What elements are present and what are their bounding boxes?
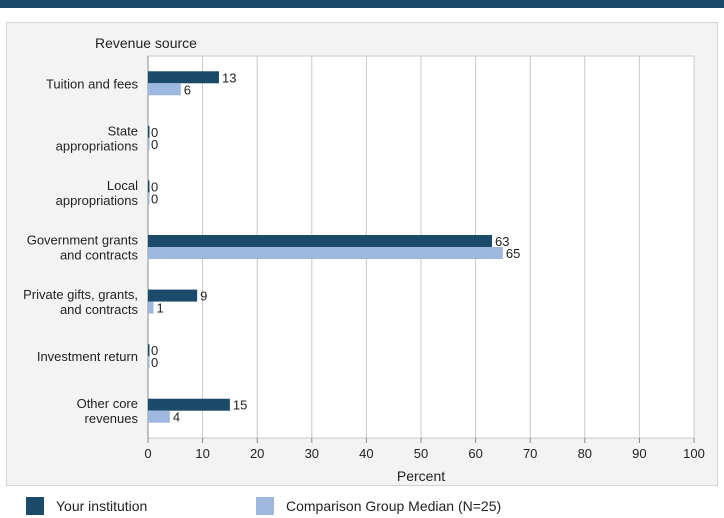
data-label: 63 <box>495 234 509 249</box>
category-label: Other core <box>77 396 138 411</box>
bar <box>148 398 230 411</box>
bar <box>148 356 150 369</box>
data-label: 0 <box>151 191 158 206</box>
data-label: 0 <box>151 125 158 140</box>
data-label: 0 <box>151 343 158 358</box>
category-label: revenues <box>85 411 139 426</box>
chart-panel: 13 6 0 0 0 0 63 65 9 1 0 0 15 4 Tuition and fees State… <box>6 22 718 486</box>
data-label: 0 <box>151 179 158 194</box>
category-labels: Tuition and feesStateappropriationsLocal… <box>23 76 138 426</box>
category-label: Private gifts, grants, <box>23 287 138 302</box>
x-tick-label: 80 <box>578 446 592 461</box>
category-label: Local <box>107 178 138 193</box>
category-label: and contracts <box>60 248 139 263</box>
x-tick-label: 40 <box>359 446 373 461</box>
data-label: 15 <box>233 398 247 413</box>
x-tick-label: 10 <box>195 446 209 461</box>
bar <box>148 247 503 259</box>
bar <box>148 137 150 150</box>
x-tick-label: 90 <box>632 446 646 461</box>
legend-swatch <box>26 497 44 515</box>
data-label: 1 <box>156 301 163 316</box>
data-label: 13 <box>222 70 236 85</box>
x-tick-label: 20 <box>250 446 264 461</box>
data-label: 9 <box>200 289 207 304</box>
category-label: appropriations <box>56 193 139 208</box>
data-label: 0 <box>151 137 158 152</box>
category-label: Government grants <box>27 233 139 248</box>
category-label: appropriations <box>56 138 139 153</box>
bars <box>148 71 503 423</box>
x-tick-label: 50 <box>414 446 428 461</box>
bar <box>148 344 150 357</box>
x-tick-labels: 0 10 20 30 40 50 60 70 80 90 100 <box>144 446 704 461</box>
data-label: 4 <box>173 410 180 425</box>
data-label: 0 <box>151 355 158 370</box>
data-label: 6 <box>184 82 191 97</box>
chart-title: Revenue source <box>95 35 197 51</box>
legend-item-comparison-group: Comparison Group Median (N=25) <box>256 496 501 516</box>
header-accent-bar <box>0 0 724 8</box>
category-label: State <box>108 123 138 138</box>
bar <box>148 410 170 423</box>
bar <box>148 301 154 314</box>
data-label: 65 <box>506 246 520 261</box>
category-label: and contracts <box>60 302 139 317</box>
x-tick-label: 60 <box>468 446 482 461</box>
x-tick-label: 0 <box>144 446 151 461</box>
category-label: Investment return <box>37 349 138 364</box>
x-tick-label: 70 <box>523 446 537 461</box>
x-tick-label: 100 <box>683 446 705 461</box>
category-label: Tuition and fees <box>46 76 139 91</box>
bar <box>148 289 198 302</box>
x-axis-label: Percent <box>397 468 445 484</box>
legend-swatch <box>256 497 274 515</box>
bar <box>148 235 492 247</box>
legend-label: Comparison Group Median (N=25) <box>286 498 502 514</box>
x-tick-label: 30 <box>305 446 319 461</box>
legend-label: Your institution <box>56 498 148 514</box>
bar <box>148 192 150 205</box>
bar <box>148 180 150 193</box>
legend-item-your-institution: Your institution <box>26 496 147 516</box>
bar <box>148 83 181 96</box>
bar <box>148 125 150 138</box>
bar <box>148 71 219 84</box>
